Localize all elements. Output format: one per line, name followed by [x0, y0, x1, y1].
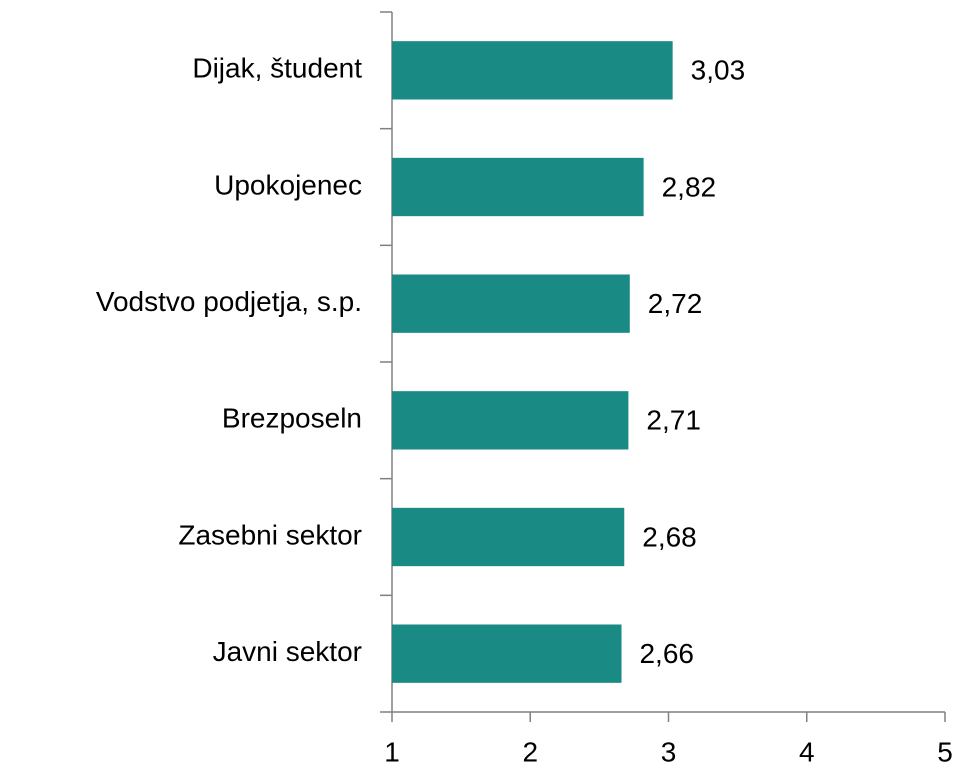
x-tick-label: 2 — [522, 736, 538, 767]
bar — [392, 157, 644, 217]
x-tick-label: 3 — [661, 736, 677, 767]
category-label: Javni sektor — [213, 636, 362, 667]
value-label: 2,68 — [642, 521, 697, 552]
value-label: 3,03 — [691, 55, 746, 86]
bar — [392, 391, 629, 450]
bar — [392, 507, 625, 567]
x-tick-label: 5 — [937, 736, 953, 767]
category-label: Upokojenec — [214, 169, 362, 200]
bar — [392, 41, 673, 100]
value-label: 2,71 — [646, 405, 701, 436]
value-label: 2,66 — [639, 638, 694, 669]
category-label: Zasebni sektor — [178, 519, 362, 550]
category-label: Vodstvo podjetja, s.p. — [96, 286, 362, 317]
x-tick-label: 4 — [799, 736, 815, 767]
bar — [392, 274, 630, 333]
value-label: 2,72 — [648, 288, 703, 319]
category-label: Brezposeln — [222, 403, 362, 434]
bar — [392, 624, 622, 683]
x-tick-label: 1 — [384, 736, 400, 767]
category-label: Dijak, študent — [192, 53, 362, 84]
value-label: 2,82 — [662, 171, 717, 202]
